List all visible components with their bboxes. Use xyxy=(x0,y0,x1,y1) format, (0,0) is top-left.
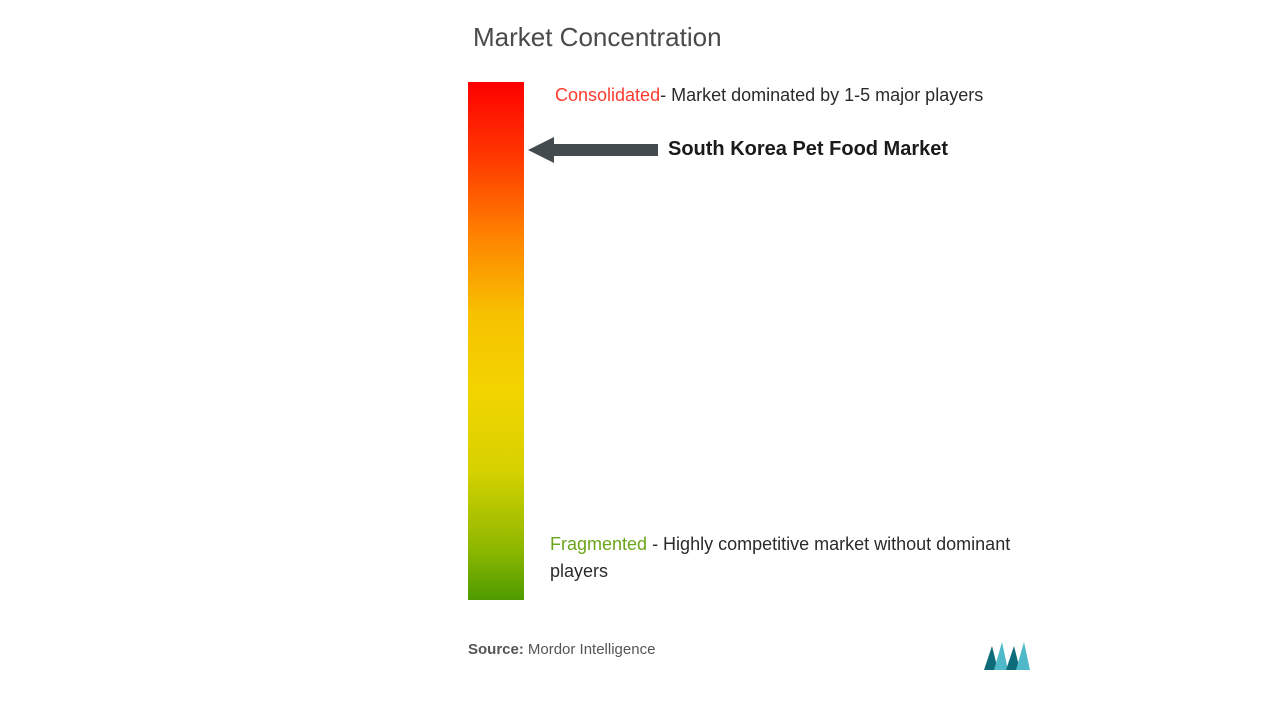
concentration-gradient-bar xyxy=(468,82,524,600)
source-value: Mordor Intelligence xyxy=(528,641,656,658)
chart-title: Market Concentration xyxy=(473,22,722,53)
position-arrow-icon xyxy=(528,137,658,163)
logo-bars xyxy=(984,642,1030,670)
market-name-label: South Korea Pet Food Market xyxy=(668,138,948,161)
source-label: Source: xyxy=(468,641,524,658)
brand-logo-icon xyxy=(984,640,1032,670)
consolidated-label: Consolidated- Market dominated by 1-5 ma… xyxy=(555,82,983,109)
fragmented-label: Fragmented - Highly competitive market w… xyxy=(550,531,1048,585)
consolidated-keyword: Consolidated xyxy=(555,85,660,105)
consolidated-description: - Market dominated by 1-5 major players xyxy=(660,85,983,105)
fragmented-keyword: Fragmented xyxy=(550,534,647,554)
source-attribution: Source: Mordor Intelligence xyxy=(468,641,655,658)
arrow-shape xyxy=(528,137,658,163)
